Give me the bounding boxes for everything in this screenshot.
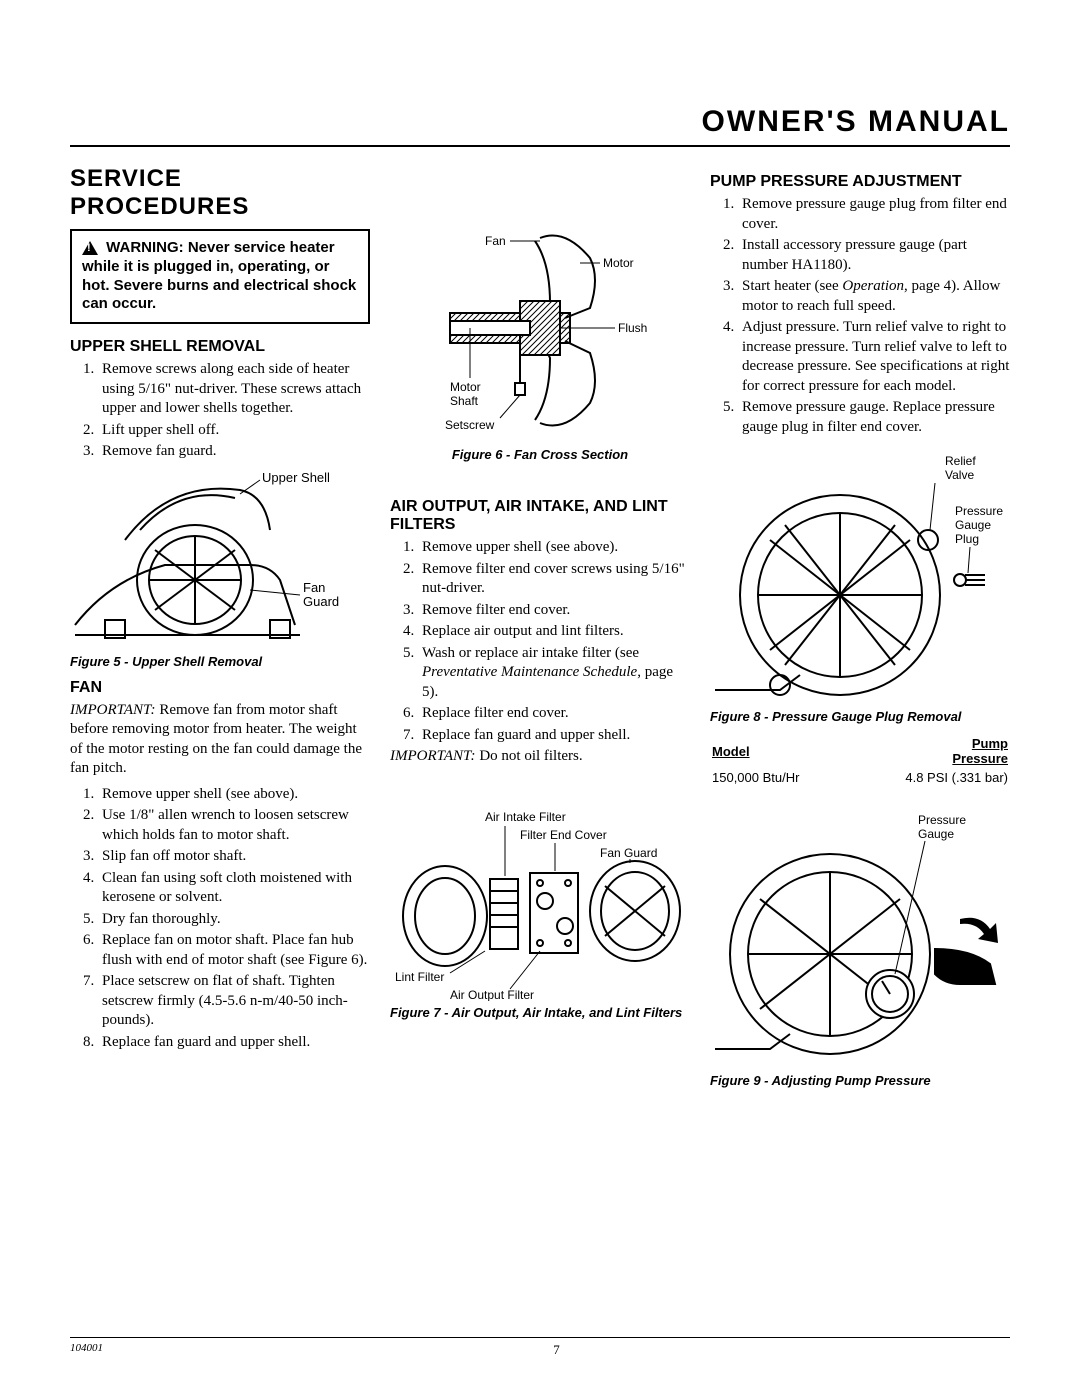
table-header-pressure: PumpPressure [849,736,1008,768]
step3-pre: Start heater (see [742,278,842,294]
callout-pg2: Gauge [918,827,954,841]
list-item: Remove upper shell (see above). [418,538,690,558]
figure-5: Upper Shell Fan Guard [70,470,370,650]
list-upper-shell: Remove screws along each side of heater … [70,360,370,462]
figure-9-caption: Figure 9 - Adjusting Pump Pressure [710,1073,1010,1088]
figure-9: Pressure Gauge [710,799,1010,1069]
callout-relief1: Relief [945,454,976,468]
important-label: IMPORTANT: [390,748,479,764]
section-title-line2: PROCEDURES [70,193,249,220]
footer-doc-number: 104001 [70,1342,103,1354]
figure-7-caption: Figure 7 - Air Output, Air Intake, and L… [390,1005,690,1020]
callout-motor: Motor [603,256,634,270]
list-item: Adjust pressure. Turn relief valve to ri… [738,318,1010,396]
heading-upper-shell: UPPER SHELL REMOVAL [70,338,370,356]
column-3: PUMP PRESSURE ADJUSTMENT Remove pressure… [710,165,1010,1098]
callout-fan-guard-2: Guard [303,594,339,609]
warning-box: WARNING: Never service heater while it i… [70,229,370,324]
list-item: Remove filter end cover screws using 5/1… [418,560,690,599]
figure-5-caption: Figure 5 - Upper Shell Removal [70,654,370,669]
callout-lint-filter: Lint Filter [395,970,444,984]
list-fan: Remove upper shell (see above). Use 1/8"… [70,785,370,1053]
table-row: 150,000 Btu/Hr 4.8 PSI (.331 bar) [712,770,1008,785]
list-item: Slip fan off motor shaft. [98,847,370,867]
figure-6: Fan Motor Flush Motor Shaft Setscrew [390,223,690,443]
callout-setscrew: Setscrew [445,418,495,432]
warning-icon [82,241,98,255]
section-title-service: SERVICE PROCEDURES [70,165,370,221]
warning-text: WARNING: Never service heater while it i… [82,239,356,312]
step5-pre: Wash or replace air intake filter (see [422,645,639,661]
list-item: Start heater (see Operation, page 4). Al… [738,277,1010,316]
heading-filters: AIR OUTPUT, AIR INTAKE, AND LINT FILTERS [390,498,690,534]
callout-pg1: Pressure [918,813,966,827]
callout-filter-end-cover: Filter End Cover [520,828,607,842]
section-title-line1: SERVICE [70,165,182,192]
callout-air-output: Air Output Filter [450,988,534,1001]
callout-fan: Fan [485,234,506,248]
figure-5-svg: Upper Shell Fan Guard [70,470,370,650]
list-item: Install accessory pressure gauge (part n… [738,236,1010,275]
figure-7: Air Intake Filter Filter End Cover Fan G… [390,801,690,1001]
column-1: SERVICE PROCEDURES WARNING: Never servic… [70,165,370,1098]
figure-8: Relief Valve Pressure Gauge Plug [710,445,1010,705]
callout-pgp2: Gauge [955,518,991,532]
callout-upper-shell: Upper Shell [262,470,330,485]
figure-9-svg: Pressure Gauge [710,799,1010,1069]
figure-7-svg: Air Intake Filter Filter End Cover Fan G… [390,801,690,1001]
step5-italic: Preventative Maintenance Schedule [422,664,637,680]
list-item: Replace air output and lint filters. [418,622,690,642]
callout-motor-shaft2: Shaft [450,394,479,408]
footer-rule [70,1337,1010,1338]
list-item: Use 1/8" allen wrench to loosen setscrew… [98,806,370,845]
list-item: Replace fan guard and upper shell. [98,1033,370,1053]
table-header-model: Model [712,736,847,768]
list-item: Place setscrew on flat of shaft. Tighten… [98,972,370,1031]
callout-pgp1: Pressure [955,504,1003,518]
callout-motor-shaft1: Motor [450,380,481,394]
list-item: Remove pressure gauge. Replace pressure … [738,398,1010,437]
page-footer: 104001 7 [70,1337,1010,1357]
spec-table: Model PumpPressure 150,000 Btu/Hr 4.8 PS… [710,734,1010,787]
callout-flush: Flush [618,321,647,335]
list-item: Replace fan guard and upper shell. [418,726,690,746]
list-item: Remove upper shell (see above). [98,785,370,805]
header-rule [70,145,1010,147]
footer-page-number: 7 [70,1342,1010,1358]
callout-fan-guard: Fan Guard [600,846,657,860]
important-body: Do not oil filters. [479,748,582,764]
page-title: OWNER'S MANUAL [702,105,1010,139]
callout-relief2: Valve [945,468,974,482]
heading-fan: FAN [70,679,370,697]
list-item: Remove screws along each side of heater … [98,360,370,419]
filters-important: IMPORTANT: Do not oil filters. [390,747,690,767]
list-item: Remove fan guard. [98,442,370,462]
callout-fan-guard: Fan [303,580,325,595]
list-item: Remove pressure gauge plug from filter e… [738,195,1010,234]
heading-pump-pressure: PUMP PRESSURE ADJUSTMENT [710,173,1010,191]
list-item: Replace filter end cover. [418,704,690,724]
fan-important: IMPORTANT: Remove fan from motor shaft b… [70,701,370,779]
figure-8-svg: Relief Valve Pressure Gauge Plug [710,445,1010,705]
list-item: Wash or replace air intake filter (see P… [418,644,690,703]
list-filters: Remove upper shell (see above). Remove f… [390,538,690,745]
list-item: Clean fan using soft cloth moistened wit… [98,869,370,908]
list-pump: Remove pressure gauge plug from filter e… [710,195,1010,437]
list-item: Remove filter end cover. [418,601,690,621]
table-cell: 150,000 Btu/Hr [712,770,847,785]
list-item: Replace fan on motor shaft. Place fan hu… [98,931,370,970]
callout-pgp3: Plug [955,532,979,546]
content-columns: SERVICE PROCEDURES WARNING: Never servic… [70,165,1010,1098]
step3-italic: Operation [842,278,904,294]
column-2: Fan Motor Flush Motor Shaft Setscrew Fig… [390,165,690,1098]
list-item: Dry fan thoroughly. [98,910,370,930]
important-label: IMPORTANT: [70,702,159,718]
table-cell: 4.8 PSI (.331 bar) [849,770,1008,785]
figure-6-caption: Figure 6 - Fan Cross Section [390,447,690,462]
callout-air-intake: Air Intake Filter [485,810,566,824]
figure-6-svg: Fan Motor Flush Motor Shaft Setscrew [390,223,690,443]
figure-8-caption: Figure 8 - Pressure Gauge Plug Removal [710,709,1010,724]
list-item: Lift upper shell off. [98,421,370,441]
